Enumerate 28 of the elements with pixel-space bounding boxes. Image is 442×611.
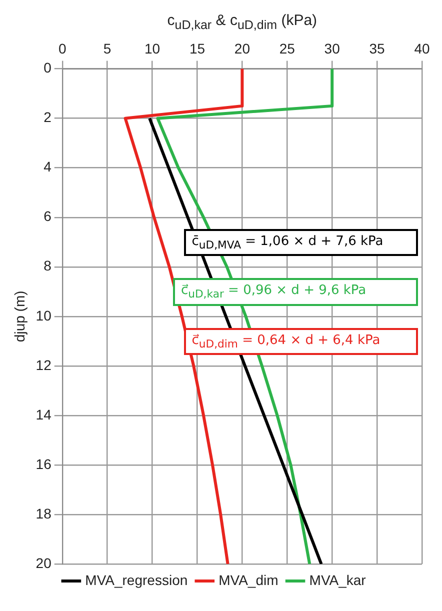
y-tick-label: 4 <box>44 158 52 175</box>
y-tick-label: 6 <box>44 208 52 224</box>
legend-label: MVA_kar <box>309 572 366 588</box>
y-tick-label: 18 <box>36 505 52 522</box>
y-tick-label: 14 <box>36 406 52 422</box>
x-tick-label: 30 <box>324 40 340 56</box>
x-axis-title: c$_{uD,kar}$ & c$_{uD,dim}$ (kPa) <box>166 12 318 34</box>
x-tick-label: 40 <box>414 40 430 56</box>
x-tick-label: 20 <box>234 40 250 56</box>
formula-box: c⃗$_{uD,dim}$ = 0,64 × d + 6,4 kPa <box>184 328 418 356</box>
x-tick-label: 15 <box>189 40 206 56</box>
x-tick-label: 0 <box>58 40 66 56</box>
y-tick-label: 16 <box>36 456 52 472</box>
x-tick-label: 35 <box>369 40 386 56</box>
x-tick-label: 5 <box>103 40 112 56</box>
legend-label: MVA_regression <box>85 572 188 588</box>
y-tick-label: 12 <box>36 356 52 373</box>
formula-box: c⃗$_{uD,kar}$ = 0,96 × d + 9,6 kPa <box>172 278 418 306</box>
formula-box: c̄$_{uD,MVA}$ = 1,06 × d + 7,6 kPa <box>184 228 418 256</box>
y-tick-label: 0 <box>44 60 52 76</box>
y-tick-label: 2 <box>44 109 52 126</box>
y-tick-label: 8 <box>44 258 52 274</box>
x-tick-label: 10 <box>144 40 160 56</box>
x-tick-label: 25 <box>279 40 296 56</box>
y-tick-label: 10 <box>36 307 52 324</box>
y-tick-label: 20 <box>36 554 52 571</box>
y-axis-title: djup (m) <box>11 290 28 342</box>
legend-label: MVA_dim <box>218 572 278 588</box>
